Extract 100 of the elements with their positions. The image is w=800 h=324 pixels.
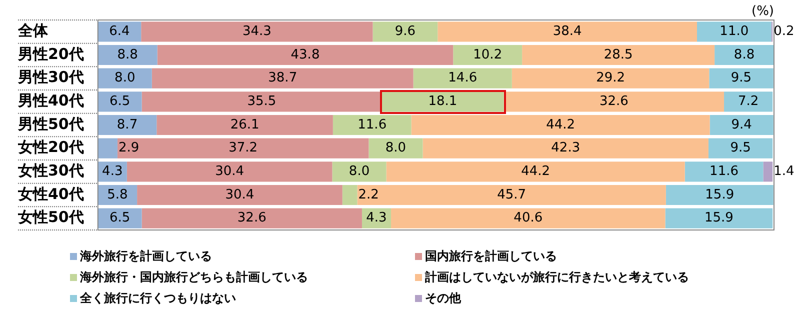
data-label: 32.6 <box>599 94 628 110</box>
data-label: 44.2 <box>521 164 550 180</box>
data-label: 15.9 <box>704 210 734 226</box>
bar <box>141 22 373 42</box>
bar <box>137 184 342 206</box>
data-label: 18.1 <box>428 94 458 110</box>
bar <box>332 114 412 136</box>
bar <box>98 114 157 136</box>
data-label: 2.9 <box>118 140 140 156</box>
legend-label: 海外旅行・国内旅行どちらも計画している <box>80 269 308 286</box>
bar <box>710 114 774 136</box>
data-label: 9.6 <box>394 24 416 40</box>
data-label: 26.1 <box>230 117 260 132</box>
y-tick-label: 女性30代 <box>17 162 84 180</box>
bar <box>372 22 438 42</box>
bar <box>697 22 772 42</box>
data-label: 38.4 <box>552 24 582 40</box>
bar <box>357 184 666 206</box>
data-label: 0.2 <box>774 24 794 40</box>
legend-label: その他 <box>425 290 461 307</box>
y-tick-label: 男性40代 <box>17 92 84 110</box>
data-label: 11.0 <box>720 24 749 40</box>
bar <box>438 22 697 42</box>
data-label: 45.7 <box>497 187 526 202</box>
legend-label: 計画はしていないが旅行に行きたいと考えている <box>425 269 689 286</box>
bar <box>709 68 774 88</box>
data-label: 7.2 <box>738 94 759 110</box>
bar <box>126 162 332 182</box>
y-tick-label: 女性40代 <box>17 184 84 203</box>
text: (%) <box>752 4 774 19</box>
bar <box>724 92 773 112</box>
bar <box>98 138 118 158</box>
data-label: 35.5 <box>247 94 276 110</box>
data-label: 9.5 <box>730 140 751 156</box>
bar <box>342 184 358 206</box>
bar <box>413 68 512 88</box>
bar <box>391 208 666 228</box>
data-label: 8.0 <box>385 140 406 156</box>
bar <box>714 44 774 66</box>
data-label: 6.5 <box>109 210 130 226</box>
bar <box>332 162 386 182</box>
bar <box>157 44 454 66</box>
y-tick-label: 女性50代 <box>17 208 84 226</box>
data-label: 37.2 <box>228 140 258 156</box>
data-label: 9.4 <box>731 117 752 132</box>
bar <box>453 44 522 66</box>
bar <box>386 162 685 182</box>
data-label: 43.8 <box>290 47 320 62</box>
bar <box>708 138 773 158</box>
bar <box>142 92 382 112</box>
data-label: 6.5 <box>109 94 130 110</box>
data-label: 8.7 <box>116 117 138 132</box>
y-tick-label: 男性30代 <box>17 68 84 86</box>
data-label: 6.4 <box>109 24 130 40</box>
bar <box>98 68 152 88</box>
data-label: 29.2 <box>596 70 626 86</box>
data-label: 9.5 <box>730 70 752 86</box>
data-label: 11.6 <box>358 117 387 132</box>
y-tick-label: 女性20代 <box>17 138 84 156</box>
data-label: 38.7 <box>268 70 298 86</box>
data-label: 10.2 <box>473 47 502 62</box>
bar <box>117 138 369 158</box>
y-tick-label: 全体 <box>17 22 49 40</box>
data-label: 30.4 <box>215 164 244 180</box>
data-label: 44.2 <box>546 117 576 132</box>
data-label: 32.6 <box>237 210 266 226</box>
data-label: 2.2 <box>358 187 379 202</box>
data-label: 34.3 <box>242 24 272 40</box>
data-label: 14.6 <box>448 70 478 86</box>
bar <box>152 68 414 88</box>
bar <box>98 92 142 112</box>
bar <box>156 114 333 136</box>
bar <box>98 208 142 228</box>
data-label: 28.5 <box>604 47 633 62</box>
data-label: 8.0 <box>114 70 136 86</box>
data-label: 42.3 <box>551 140 580 156</box>
bar <box>411 114 710 136</box>
data-label: 5.8 <box>107 187 128 202</box>
bar <box>368 138 423 158</box>
bar <box>512 68 710 88</box>
data-label: 4.3 <box>366 210 387 226</box>
bar <box>142 208 362 228</box>
data-label: 1.4 <box>774 164 794 180</box>
bar <box>98 44 158 66</box>
legend-label: 全く旅行に行くつもりはない <box>80 290 236 307</box>
bar <box>763 162 773 182</box>
data-label: 15.9 <box>705 187 734 202</box>
data-label: 8.8 <box>734 47 755 62</box>
data-label: 8.8 <box>117 47 138 62</box>
data-label: 11.6 <box>710 164 738 180</box>
bar <box>665 208 773 228</box>
data-label: 8.0 <box>348 164 370 180</box>
bar <box>522 44 715 66</box>
legend-label: 国内旅行を計画している <box>425 248 557 265</box>
y-tick-label: 男性50代 <box>17 114 84 133</box>
y-tick-label: 男性20代 <box>17 44 84 63</box>
legend-label: 海外旅行を計画している <box>80 248 212 265</box>
bar <box>504 92 724 112</box>
data-label: 4.3 <box>102 164 123 180</box>
bar <box>684 162 764 182</box>
